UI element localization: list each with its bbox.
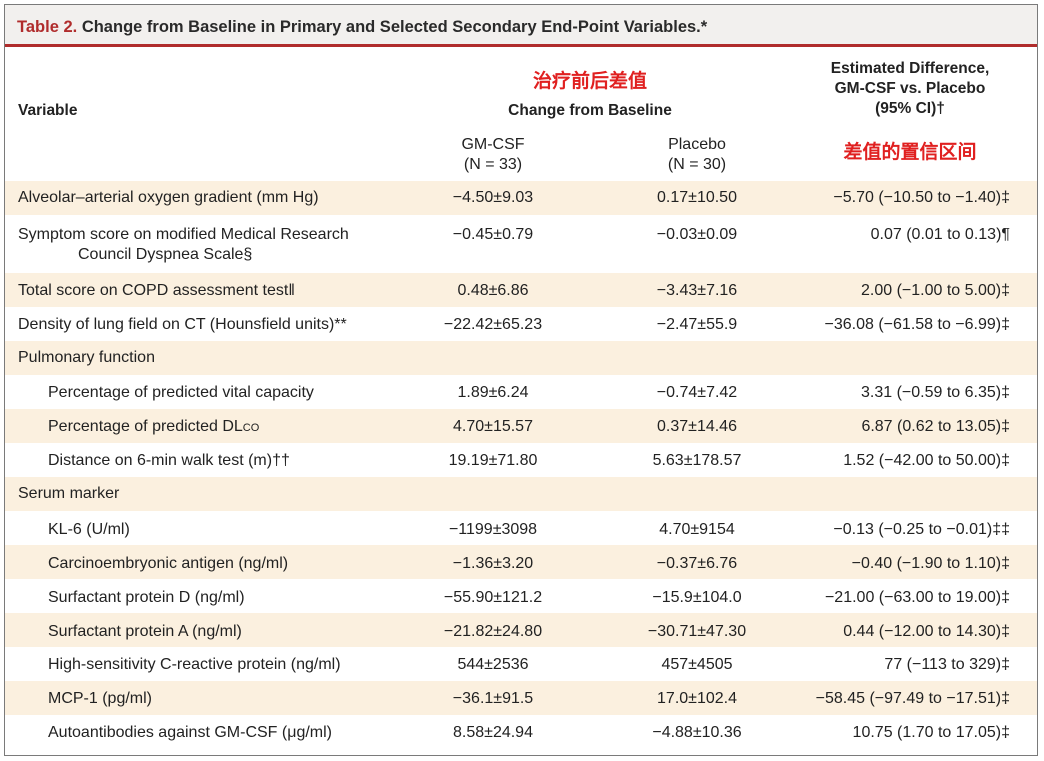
header-diff-cn: 差值的置信区间 xyxy=(843,142,977,163)
row-gm-value: −36.1±91.5 xyxy=(452,690,534,707)
row-placebo-value: −0.37±6.76 xyxy=(656,555,738,572)
table-row: Surfactant protein D (ng/ml) −55.90±121.… xyxy=(5,579,1037,613)
row-difference: 77 (−113 to 329)‡ xyxy=(884,656,1010,673)
header-pl-n: (N = 30) xyxy=(667,156,727,173)
row-variable: Total score on COPD assessment test‖ xyxy=(18,282,295,299)
row-difference: 1.52 (−42.00 to 50.00)‡ xyxy=(843,452,1010,469)
table-title-bar: Table 2. Change from Baseline in Primary… xyxy=(5,5,1037,47)
row-gm-value: 1.89±6.24 xyxy=(457,384,529,401)
header-diff-line3: (95% CI)† xyxy=(875,100,945,117)
row-variable: Carcinoembryonic antigen (ng/ml) xyxy=(48,555,289,572)
table-row: Autoantibodies against GM-CSF (μg/ml) 8.… xyxy=(5,715,1037,749)
row-placebo-value: −2.47±55.9 xyxy=(656,316,738,333)
row-variable: Density of lung field on CT (Hounsfield … xyxy=(18,316,347,333)
table-row: Density of lung field on CT (Hounsfield … xyxy=(5,307,1037,341)
table-frame: Table 2. Change from Baseline in Primary… xyxy=(4,4,1038,756)
row-variable-text: Percentage of predicted DL xyxy=(48,418,243,435)
header-diff-line2: GM-CSF vs. Placebo xyxy=(834,80,986,97)
row-difference: 2.00 (−1.00 to 5.00)‡ xyxy=(861,282,1010,299)
header-variable: Variable xyxy=(18,102,78,119)
table-row: Carcinoembryonic antigen (ng/ml) −1.36±3… xyxy=(5,545,1037,579)
table-row: Total score on COPD assessment test‖ 0.4… xyxy=(5,273,1037,307)
row-placebo-value: 0.17±10.50 xyxy=(657,189,737,206)
row-variable: High-sensitivity C-reactive protein (ng/… xyxy=(48,656,341,673)
row-variable: Percentage of predicted vital capacity xyxy=(48,384,314,401)
row-variable: Percentage of predicted DLco xyxy=(48,417,259,437)
row-gm-value: −1199±3098 xyxy=(448,521,538,538)
table-row: Symptom score on modified Medical Resear… xyxy=(5,215,1037,271)
table-row: MCP-1 (pg/ml) −36.1±91.5 17.0±102.4 −58.… xyxy=(5,681,1037,715)
row-variable: Surfactant protein A (ng/ml) xyxy=(48,623,242,640)
row-difference: −21.00 (−63.00 to 19.00)‡ xyxy=(824,589,1010,606)
header-diff-line1: Estimated Difference, xyxy=(830,60,990,77)
section-label: Serum marker xyxy=(18,485,120,502)
header-gm-name: GM-CSF xyxy=(461,136,525,153)
row-variable: Symptom score on modified Medical Resear… xyxy=(18,226,349,243)
row-gm-value: −55.90±121.2 xyxy=(443,589,543,606)
row-placebo-value: −15.9±104.0 xyxy=(652,589,742,606)
header-change-cn: 治疗前后差值 xyxy=(532,71,647,92)
table-row: Surfactant protein A (ng/ml) −21.82±24.8… xyxy=(5,613,1037,647)
row-placebo-value: −4.88±10.36 xyxy=(652,724,742,741)
row-difference: −0.40 (−1.90 to 1.10)‡ xyxy=(851,555,1010,572)
row-variable: Surfactant protein D (ng/ml) xyxy=(48,589,245,606)
row-variable: MCP-1 (pg/ml) xyxy=(48,690,153,707)
row-difference: 0.07 (0.01 to 0.13)¶ xyxy=(870,226,1010,243)
row-placebo-value: 0.37±14.46 xyxy=(657,418,737,435)
row-difference: −58.45 (−97.49 to −17.51)‡ xyxy=(815,690,1010,707)
header-gm-n: (N = 33) xyxy=(463,156,523,173)
row-placebo-value: −0.74±7.42 xyxy=(656,384,738,401)
table-row: High-sensitivity C-reactive protein (ng/… xyxy=(5,647,1037,681)
row-variable-cont: Council Dyspnea Scale§ xyxy=(78,246,253,263)
row-placebo-value: 5.63±178.57 xyxy=(652,452,742,469)
header-change: Change from Baseline xyxy=(508,102,672,119)
row-variable: Distance on 6-min walk test (m)†† xyxy=(48,452,290,469)
header-pl-name: Placebo xyxy=(668,136,726,153)
table-title: Table 2. Change from Baseline in Primary… xyxy=(17,18,707,37)
row-difference: 6.87 (0.62 to 13.05)‡ xyxy=(861,418,1010,435)
row-gm-value: −4.50±9.03 xyxy=(452,189,534,206)
row-variable-subscript: co xyxy=(242,418,260,435)
table-title-text: Change from Baseline in Primary and Sele… xyxy=(81,18,708,36)
row-variable: Alveolar–arterial oxygen gradient (mm Hg… xyxy=(18,189,319,206)
row-difference: −36.08 (−61.58 to −6.99)‡ xyxy=(824,316,1010,333)
table-row: Alveolar–arterial oxygen gradient (mm Hg… xyxy=(5,181,1037,215)
table-row: Distance on 6-min walk test (m)†† 19.19±… xyxy=(5,443,1037,477)
table-row-section: Serum marker xyxy=(5,477,1037,511)
row-placebo-value: −3.43±7.16 xyxy=(656,282,738,299)
row-difference: −0.13 (−0.25 to −0.01)‡‡ xyxy=(833,521,1010,538)
row-gm-value: 0.48±6.86 xyxy=(457,282,529,299)
row-difference: 3.31 (−0.59 to 6.35)‡ xyxy=(861,384,1010,401)
row-placebo-value: 457±4505 xyxy=(661,656,733,673)
table-label: Table 2. xyxy=(17,18,78,36)
section-label: Pulmonary function xyxy=(18,349,155,366)
row-gm-value: 8.58±24.94 xyxy=(453,724,533,741)
row-gm-value: −21.82±24.80 xyxy=(443,623,543,640)
row-placebo-value: −30.71±47.30 xyxy=(647,623,747,640)
table-row-section: Pulmonary function xyxy=(5,341,1037,375)
row-variable: KL-6 (U/ml) xyxy=(48,521,130,538)
row-difference: 10.75 (1.70 to 17.05)‡ xyxy=(852,724,1010,741)
row-difference: −5.70 (−10.50 to −1.40)‡ xyxy=(833,189,1010,206)
row-placebo-value: −0.03±0.09 xyxy=(656,226,738,243)
row-gm-value: −0.45±0.79 xyxy=(452,226,534,243)
row-difference: 0.44 (−12.00 to 14.30)‡ xyxy=(843,623,1010,640)
table-row: Percentage of predicted DLco 4.70±15.57 … xyxy=(5,409,1037,443)
row-placebo-value: 4.70±9154 xyxy=(659,521,735,538)
row-gm-value: 544±2536 xyxy=(457,656,529,673)
table-row: KL-6 (U/ml) −1199±3098 4.70±9154 −0.13 (… xyxy=(5,511,1037,545)
row-gm-value: 19.19±71.80 xyxy=(448,452,538,469)
row-placebo-value: 17.0±102.4 xyxy=(657,690,737,707)
row-gm-value: 4.70±15.57 xyxy=(453,418,533,435)
table-row: Percentage of predicted vital capacity 1… xyxy=(5,375,1037,409)
row-gm-value: −1.36±3.20 xyxy=(452,555,534,572)
row-variable: Autoantibodies against GM-CSF (μg/ml) xyxy=(48,724,332,741)
row-gm-value: −22.42±65.23 xyxy=(443,316,543,333)
